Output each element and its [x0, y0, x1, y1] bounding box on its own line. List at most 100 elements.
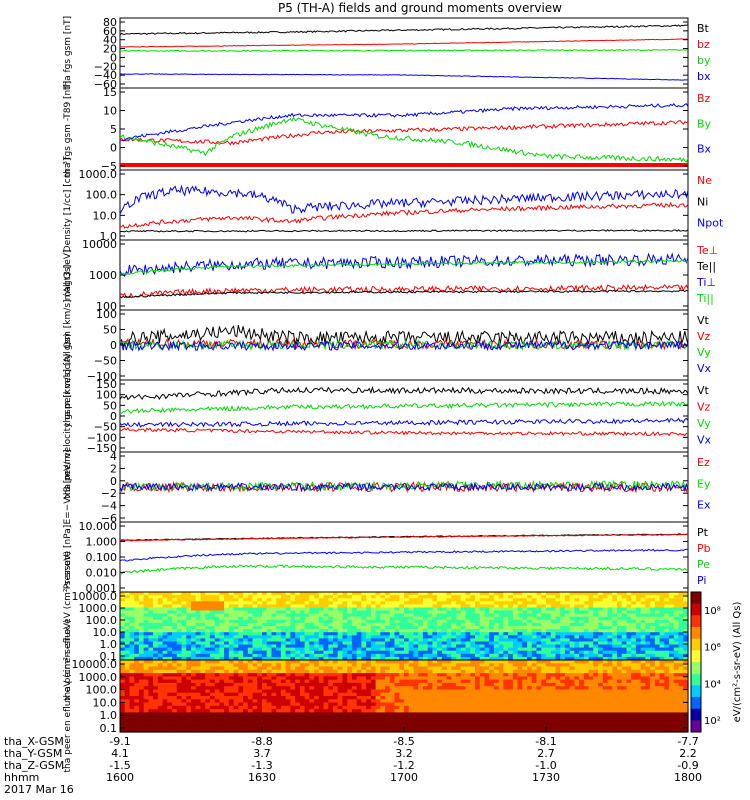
heatmap-cell	[607, 607, 613, 612]
heatmap-cell	[124, 632, 130, 636]
heatmap-cell	[432, 725, 438, 730]
heatmap-cell	[271, 709, 277, 713]
heatmap-cell	[399, 663, 405, 668]
heatmap-cell	[285, 638, 291, 643]
heatmap-cell	[351, 722, 358, 727]
heatmap-cell	[153, 647, 159, 652]
heatmap-cell	[290, 679, 296, 684]
heatmap-cell	[143, 712, 149, 717]
heatmap-cell	[356, 656, 362, 661]
heatmap-cell	[309, 689, 315, 694]
heatmap-cell	[209, 619, 216, 624]
heatmap-cell	[508, 613, 514, 618]
heatmap-cell	[546, 725, 552, 730]
heatmap-cell	[385, 689, 391, 694]
heatmap-cell	[257, 692, 263, 697]
heatmap-cell	[531, 699, 538, 704]
heatmap-cell	[607, 635, 613, 639]
heatmap-cell	[621, 656, 627, 661]
heatmap-cell	[129, 705, 135, 710]
heatmap-cell	[266, 595, 272, 599]
heatmap-cell	[413, 632, 419, 636]
heatmap-cell	[257, 604, 263, 609]
heatmap-cell	[678, 650, 684, 655]
heatmap-cell	[153, 641, 159, 646]
heatmap-cell	[153, 595, 159, 599]
heatmap-cell	[257, 647, 263, 652]
heatmap-cell	[148, 629, 154, 633]
heatmap-cell	[356, 712, 362, 717]
heatmap-cell	[124, 622, 130, 627]
heatmap-cell	[470, 725, 476, 730]
heatmap-cell	[536, 641, 542, 646]
heatmap-cell	[536, 638, 542, 643]
heatmap-cell	[385, 669, 391, 674]
heatmap-cell	[228, 616, 235, 621]
heatmap-cell	[214, 601, 220, 605]
heatmap-cell	[385, 676, 391, 681]
heatmap-cell	[333, 601, 339, 605]
heatmap-cell	[172, 629, 178, 633]
heatmap-cell	[574, 598, 580, 602]
heatmap-cell	[475, 673, 481, 677]
heatmap-cell	[564, 613, 571, 618]
heatmap-cell	[247, 622, 254, 627]
heatmap-cell	[399, 666, 405, 671]
heatmap-cell	[550, 718, 556, 723]
heatmap-cell	[271, 715, 277, 720]
heatmap-cell	[427, 598, 433, 602]
heatmap-cell	[498, 705, 504, 710]
heatmap-cell	[153, 660, 159, 664]
heatmap-cell	[333, 647, 339, 652]
heatmap-cell	[337, 686, 343, 691]
heatmap-cell	[347, 647, 353, 652]
heatmap-cell	[271, 595, 277, 599]
heatmap-cell	[475, 632, 481, 636]
heatmap-cell	[484, 715, 490, 720]
heatmap-cell	[148, 689, 154, 694]
heatmap-cell	[295, 705, 301, 710]
heatmap-cell	[531, 604, 538, 609]
heatmap-cell	[602, 626, 609, 630]
heatmap-cell	[148, 682, 154, 687]
heatmap-cell	[588, 647, 594, 652]
heatmap-cell	[635, 650, 642, 655]
heatmap-cell	[493, 610, 500, 615]
heatmap-cell	[659, 653, 665, 658]
heatmap-cell	[309, 705, 315, 710]
heatmap-cell	[299, 728, 306, 733]
heatmap-cell	[560, 725, 566, 730]
heatmap-cell	[138, 676, 145, 681]
heatmap-cell	[124, 722, 130, 727]
heatmap-cell	[503, 669, 509, 674]
heatmap-cell	[456, 632, 462, 636]
heatmap-cell	[337, 604, 343, 609]
heatmap-cell	[209, 718, 216, 723]
heatmap-cell	[598, 613, 604, 618]
heatmap-cell	[385, 607, 391, 612]
heatmap-cell	[583, 647, 590, 652]
heatmap-cell	[498, 635, 504, 639]
heatmap-cell	[441, 632, 448, 636]
heatmap-cell	[422, 699, 429, 704]
heatmap-cell	[654, 641, 661, 646]
heatmap-cell	[404, 650, 410, 655]
heatmap-cell	[262, 607, 268, 612]
heatmap-cell	[531, 650, 538, 655]
heatmap-cell	[460, 728, 467, 733]
heatmap-cell	[314, 647, 320, 652]
heatmap-cell	[460, 692, 467, 697]
heatmap-cell	[356, 632, 362, 636]
heatmap-cell	[451, 638, 457, 643]
heatmap-cell	[314, 622, 320, 627]
series-line-Ni	[119, 229, 689, 233]
heatmap-cell	[314, 689, 320, 694]
heatmap-cell	[394, 692, 400, 697]
heatmap-cell	[375, 641, 381, 646]
heatmap-cell	[418, 650, 424, 655]
heatmap-cell	[299, 613, 306, 618]
heatmap-cell	[375, 715, 381, 720]
heatmap-cell	[536, 728, 542, 733]
heatmap-cell	[470, 598, 476, 602]
heatmap-cell	[186, 638, 192, 643]
